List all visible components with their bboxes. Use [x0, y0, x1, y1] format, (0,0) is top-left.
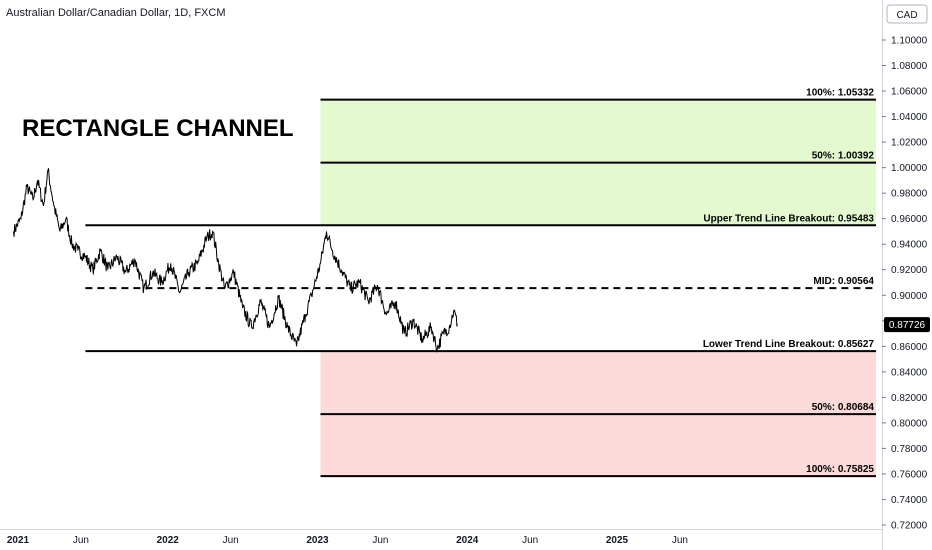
- x-tick-label-7: Jun: [522, 535, 538, 546]
- x-tick-label-1: Jun: [73, 535, 89, 546]
- level-label-1: 50%: 1.00392: [812, 151, 875, 162]
- currency-label: CAD: [896, 10, 917, 21]
- x-tick-label-8: 2025: [606, 535, 629, 546]
- y-tick-label-18: 0.74000: [891, 495, 928, 506]
- price-series-0[interactable]: [13, 168, 458, 353]
- symbol-title: Australian Dollar/Canadian Dollar, 1D, F…: [6, 7, 225, 19]
- level-label-6: 100%: 0.75825: [806, 464, 874, 475]
- y-tick-label-9: 0.92000: [891, 265, 928, 276]
- y-tick-label-19: 0.72000: [891, 521, 928, 532]
- current-price-badge: 0.87726: [884, 317, 930, 333]
- level-label-2: Upper Trend Line Breakout: 0.95483: [703, 213, 874, 224]
- x-tick-label-6: 2024: [456, 535, 479, 546]
- x-tick-label-0: 2021: [7, 535, 30, 546]
- y-tick-label-8: 0.94000: [891, 240, 928, 251]
- x-tick-label-9: Jun: [672, 535, 688, 546]
- y-tick-label-1: 1.08000: [891, 61, 928, 72]
- x-tick-label-3: Jun: [223, 535, 239, 546]
- y-tick-label-17: 0.76000: [891, 469, 928, 480]
- chart-title: RECTANGLE CHANNEL: [22, 115, 294, 142]
- y-tick-label-16: 0.78000: [891, 444, 928, 455]
- y-tick-label-15: 0.80000: [891, 418, 928, 429]
- current-price-value: 0.87726: [889, 320, 926, 331]
- y-tick-label-4: 1.02000: [891, 138, 928, 149]
- price-axis[interactable]: 1.10000 1.08000 1.06000 1.04000 1.02000 1.000…: [882, 36, 928, 532]
- y-tick-label-10: 0.90000: [891, 291, 928, 302]
- level-label-5: 50%: 0.80684: [812, 402, 875, 413]
- y-tick-label-13: 0.84000: [891, 367, 928, 378]
- y-tick-label-3: 1.04000: [891, 112, 928, 123]
- x-tick-label-4: 2023: [306, 535, 329, 546]
- time-axis[interactable]: 2021 Jun 2022 Jun 2023 Jun 2024 Jun 2025 Jun: [7, 535, 688, 546]
- y-tick-label-5: 1.00000: [891, 163, 928, 174]
- y-tick-label-14: 0.82000: [891, 393, 928, 404]
- y-tick-label-0: 1.10000: [891, 36, 928, 47]
- y-tick-label-6: 0.98000: [891, 189, 928, 200]
- y-tick-label-12: 0.86000: [891, 342, 928, 353]
- x-tick-label-2: 2022: [157, 535, 180, 546]
- x-tick-label-5: Jun: [372, 535, 388, 546]
- currency-button[interactable]: CAD: [886, 4, 928, 24]
- level-label-3: MID: 0.90564: [813, 276, 874, 287]
- level-label-4: Lower Trend Line Breakout: 0.85627: [703, 339, 875, 350]
- y-tick-label-7: 0.96000: [891, 214, 928, 225]
- level-label-0: 100%: 1.05332: [806, 88, 874, 99]
- y-tick-label-2: 1.06000: [891, 87, 928, 98]
